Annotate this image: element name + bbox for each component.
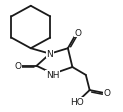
Text: HO: HO xyxy=(70,97,84,106)
Text: N: N xyxy=(47,49,53,58)
Text: O: O xyxy=(15,62,22,71)
Text: O: O xyxy=(74,29,81,38)
Text: NH: NH xyxy=(46,71,59,79)
Text: O: O xyxy=(103,88,110,97)
